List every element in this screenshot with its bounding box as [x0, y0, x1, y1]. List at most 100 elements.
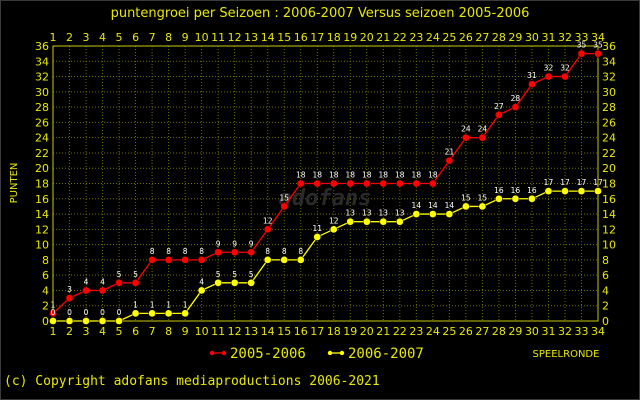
data-point	[544, 72, 553, 81]
data-point	[428, 210, 437, 218]
y-tick-label-right: 28	[602, 101, 616, 114]
y-tick-label-left: 2	[42, 300, 49, 313]
data-point	[296, 179, 305, 188]
y-axis-label: PUNTEN	[9, 163, 20, 204]
data-point	[495, 110, 503, 119]
data-point	[280, 202, 289, 211]
x-tick-label-top: 8	[165, 31, 172, 44]
data-label: 14	[428, 201, 438, 210]
y-tick-label-right: 34	[602, 55, 616, 68]
x-tick-label-top: 15	[277, 31, 291, 44]
watermark: adofans	[279, 186, 372, 211]
x-tick-label-bottom: 8	[165, 325, 172, 338]
x-tick-label-bottom: 17	[310, 325, 324, 338]
data-point	[395, 217, 404, 226]
y-tick-label-left: 34	[35, 55, 49, 68]
data-label: 0	[117, 308, 122, 317]
y-tick-label-left: 24	[35, 132, 49, 145]
data-label: 1	[51, 300, 56, 309]
y-tick-label-right: 30	[602, 86, 616, 99]
data-label: 5	[216, 270, 221, 279]
data-point	[445, 156, 454, 165]
data-point	[544, 187, 553, 195]
data-label: 8	[166, 247, 171, 256]
x-tick-label-top: 12	[228, 31, 242, 44]
legend-swatch-marker	[221, 350, 227, 356]
data-point	[478, 202, 487, 211]
x-tick-label-top: 14	[261, 31, 275, 44]
data-point	[49, 309, 57, 318]
data-point	[197, 256, 206, 264]
series-line-2005-2006	[52, 52, 598, 314]
legend-swatch-marker	[339, 350, 345, 356]
data-label: 5	[232, 270, 237, 279]
data-point	[495, 194, 503, 203]
data-label: 5	[117, 270, 122, 279]
data-point	[577, 187, 586, 195]
data-point	[98, 317, 107, 325]
x-tick-label-top: 26	[459, 31, 473, 44]
data-label: 5	[133, 270, 138, 279]
x-tick-label-top: 24	[426, 31, 440, 44]
x-tick-label-top: 30	[525, 31, 539, 44]
data-point	[362, 179, 371, 188]
data-label: 8	[183, 247, 188, 256]
x-tick-label-bottom: 11	[211, 325, 225, 338]
x-tick-label-bottom: 12	[228, 325, 242, 338]
data-point	[594, 49, 602, 58]
data-point	[263, 256, 272, 264]
data-label: 4	[199, 277, 204, 286]
x-tick-label-bottom: 30	[525, 325, 539, 338]
y-tick-label-right: 26	[602, 116, 616, 129]
data-point	[296, 256, 305, 264]
x-tick-label-top: 33	[574, 31, 588, 44]
data-point	[412, 179, 421, 188]
data-label: 1	[150, 300, 155, 309]
x-tick-label-top: 20	[360, 31, 374, 44]
data-label: 27	[494, 102, 504, 111]
y-tick-label-right: 20	[602, 162, 616, 175]
data-point	[148, 309, 156, 318]
data-label: 9	[216, 239, 221, 248]
data-label: 17	[560, 178, 570, 187]
series-line-2006-2007	[53, 190, 598, 322]
x-tick-label-bottom: 26	[459, 325, 473, 338]
x-tick-label-top: 22	[393, 31, 407, 44]
data-point	[395, 179, 404, 188]
data-point	[197, 286, 206, 295]
x-tick-label-bottom: 4	[99, 325, 106, 338]
x-tick-label-top: 31	[541, 31, 555, 44]
x-tick-label-top: 3	[83, 31, 90, 44]
data-point	[594, 187, 602, 195]
y-tick-label-left: 28	[35, 101, 49, 114]
data-point	[214, 248, 223, 257]
x-tick-label-bottom: 34	[591, 325, 605, 338]
data-label: 24	[478, 125, 488, 134]
data-label: 18	[362, 171, 372, 180]
data-label: 14	[445, 201, 455, 210]
data-point	[346, 217, 355, 226]
x-tick-label-bottom: 29	[508, 325, 522, 338]
y-tick-label-left: 36	[35, 40, 49, 53]
x-tick-label-bottom: 18	[327, 325, 341, 338]
data-point	[462, 202, 470, 211]
data-point	[528, 194, 536, 203]
data-point	[230, 248, 239, 257]
data-label: 18	[379, 171, 389, 180]
data-label: 15	[461, 193, 471, 202]
x-tick-label-bottom: 25	[442, 325, 456, 338]
data-label: 8	[282, 247, 287, 256]
data-label: 13	[395, 209, 405, 218]
x-tick-label-top: 7	[149, 31, 156, 44]
plot-border	[52, 45, 599, 322]
data-label: 12	[263, 216, 273, 225]
x-tick-label-bottom: 16	[294, 325, 308, 338]
data-label: 3	[67, 285, 72, 294]
y-tick-label-left: 20	[35, 162, 49, 175]
x-tick-label-bottom: 22	[393, 325, 407, 338]
x-tick-label-bottom: 23	[409, 325, 423, 338]
data-label: 13	[362, 209, 372, 218]
y-tick-label-right: 32	[602, 71, 616, 84]
data-point	[478, 133, 487, 142]
